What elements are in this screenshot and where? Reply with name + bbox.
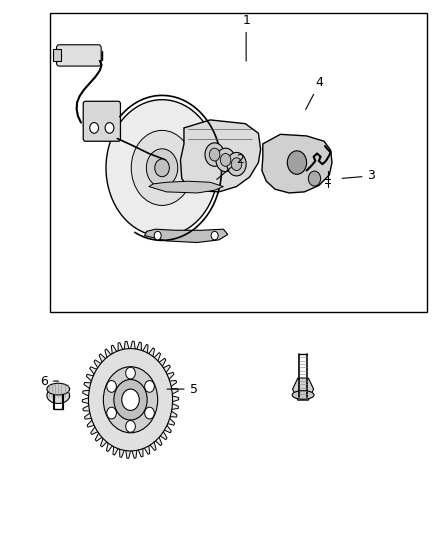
Circle shape [155,159,170,177]
Text: 3: 3 [342,169,375,182]
Circle shape [114,379,147,420]
Circle shape [209,148,220,161]
Circle shape [106,100,218,236]
Circle shape [107,407,117,419]
Circle shape [126,367,135,379]
FancyBboxPatch shape [53,49,61,61]
Circle shape [105,123,114,133]
Circle shape [122,389,139,410]
Circle shape [107,381,117,392]
Circle shape [90,123,99,133]
Circle shape [220,154,231,166]
Circle shape [145,381,154,392]
Circle shape [126,421,135,432]
Circle shape [308,171,321,186]
Polygon shape [145,229,228,243]
Circle shape [146,149,178,187]
Circle shape [131,131,193,205]
Text: 5: 5 [167,383,198,395]
Circle shape [103,367,158,433]
Text: 2: 2 [217,154,244,180]
Circle shape [88,349,173,451]
Circle shape [227,152,246,176]
Text: 6: 6 [40,375,59,387]
FancyBboxPatch shape [83,101,120,141]
Ellipse shape [292,391,314,399]
Circle shape [205,143,224,166]
Polygon shape [149,181,223,193]
Polygon shape [180,120,261,192]
Circle shape [154,231,161,240]
Ellipse shape [47,383,70,395]
Circle shape [231,158,242,171]
Polygon shape [82,341,179,458]
Text: 1: 1 [242,14,250,61]
Circle shape [145,407,154,419]
Circle shape [216,148,235,172]
Circle shape [211,231,218,240]
FancyBboxPatch shape [57,45,101,66]
Circle shape [287,151,307,174]
Polygon shape [262,134,332,193]
Text: 4: 4 [306,76,324,109]
Bar [50,13,427,312]
Ellipse shape [47,387,70,403]
